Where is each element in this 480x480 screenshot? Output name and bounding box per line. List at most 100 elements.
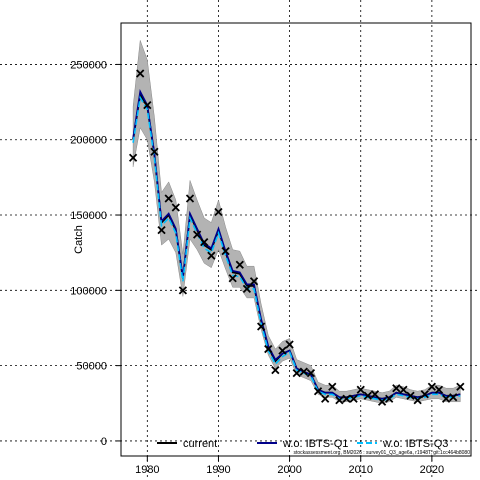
- x-tick-label: 2020: [420, 464, 444, 476]
- y-axis-label: Catch: [73, 225, 85, 254]
- observed-point-stroke: [449, 393, 458, 402]
- observed-point: [185, 194, 195, 203]
- observed-point: [136, 69, 145, 78]
- observed-point-stroke: [178, 286, 188, 295]
- y-tick-label: 100000: [70, 285, 107, 297]
- observed-point: [150, 147, 159, 156]
- y-tick-label: 150000: [70, 210, 107, 222]
- observed-point: [449, 393, 458, 402]
- observed-point-stroke: [427, 382, 437, 391]
- observed-point: [456, 382, 465, 391]
- observed-point-stroke: [406, 391, 415, 400]
- observed-point: [385, 394, 394, 403]
- observed-point-stroke: [292, 369, 301, 378]
- confidence-band: [132, 40, 461, 404]
- observed-point-stroke: [349, 394, 358, 403]
- series-line-w-o-ibts-q3: [132, 95, 461, 402]
- observed-point: [299, 367, 308, 376]
- observed-point-stroke: [413, 396, 422, 405]
- observed-points: [128, 69, 465, 406]
- observed-point: [377, 397, 387, 406]
- observed-point-stroke: [164, 194, 173, 203]
- y-axis: 0 50000 100000 150000 200000 250000: [70, 59, 121, 448]
- observed-point: [406, 391, 415, 400]
- observed-point-stroke: [128, 153, 138, 162]
- observed-point: [128, 153, 138, 162]
- observed-point-stroke: [399, 385, 408, 394]
- observed-point: [164, 194, 173, 203]
- observed-point: [249, 277, 259, 286]
- observed-point-stroke: [441, 394, 451, 403]
- footnote: stockassessment.org, BM2026 : survey01_Q…: [294, 450, 471, 456]
- observed-point: [321, 394, 330, 403]
- observed-point-stroke: [221, 247, 230, 256]
- observed-point: [370, 390, 380, 399]
- x-tick-label: 1990: [206, 464, 230, 476]
- observed-point-stroke: [185, 194, 195, 203]
- observed-point: [306, 369, 316, 378]
- observed-point-stroke: [356, 385, 365, 394]
- observed-point: [228, 274, 237, 283]
- y-tick-label: 50000: [76, 361, 107, 373]
- observed-point-stroke: [306, 369, 316, 378]
- observed-point-stroke: [370, 390, 380, 399]
- x-tick-label: 2000: [277, 464, 301, 476]
- observed-point-stroke: [342, 394, 351, 403]
- observed-point: [413, 396, 422, 405]
- observed-point-stroke: [271, 366, 280, 375]
- observed-point: [242, 284, 252, 293]
- observed-point: [214, 207, 223, 217]
- observed-point-stroke: [392, 384, 401, 393]
- observed-point: [264, 344, 273, 354]
- observed-point-stroke: [278, 346, 287, 355]
- observed-point-stroke: [257, 322, 266, 331]
- x-tick-label: 2010: [348, 464, 372, 476]
- observed-point: [278, 346, 287, 355]
- observed-point-stroke: [363, 391, 372, 400]
- series-line-w-o-ibts-q1: [132, 88, 461, 400]
- observed-point-stroke: [249, 277, 259, 286]
- observed-point-stroke: [228, 274, 237, 283]
- observed-point: [285, 340, 294, 349]
- observed-point-stroke: [377, 397, 387, 406]
- observed-point: [420, 390, 429, 399]
- plot-frame: [120, 22, 472, 457]
- observed-point: [313, 387, 323, 396]
- confidence-band-area: [132, 40, 461, 404]
- observed-point-stroke: [150, 147, 159, 156]
- observed-point-stroke: [285, 340, 294, 349]
- y-tick-label: 200000: [70, 135, 107, 147]
- observed-point: [200, 237, 209, 247]
- y-tick-label: 250000: [70, 59, 107, 71]
- observed-point-stroke: [214, 207, 223, 217]
- observed-point-stroke: [335, 396, 344, 405]
- legend-label: w.o. IBTS-Q3: [382, 438, 448, 450]
- legend: current w.o. IBTS-Q1 w.o. IBTS-Q3: [157, 438, 448, 450]
- observed-point: [392, 384, 401, 393]
- observed-point: [207, 251, 216, 260]
- observed-point: [328, 382, 337, 391]
- observed-point-stroke: [157, 225, 166, 235]
- observed-point: [363, 391, 372, 400]
- y-tick-label: 0: [101, 436, 107, 448]
- observed-point-stroke: [456, 382, 465, 391]
- series-lines: [132, 88, 461, 402]
- observed-point: [171, 203, 180, 212]
- observed-point: [143, 100, 152, 110]
- observed-point-stroke: [207, 251, 216, 260]
- observed-point: [441, 394, 451, 403]
- observed-point-stroke: [385, 394, 394, 403]
- observed-point: [335, 396, 344, 405]
- observed-point-stroke: [434, 385, 444, 394]
- observed-point: [349, 394, 358, 403]
- series-line-current: [132, 91, 461, 400]
- observed-point: [192, 230, 202, 239]
- observed-point: [235, 260, 244, 269]
- observed-point-stroke: [235, 260, 244, 269]
- observed-point-stroke: [313, 387, 323, 396]
- observed-point-stroke: [242, 284, 252, 293]
- observed-point: [221, 247, 230, 256]
- observed-point: [257, 322, 266, 331]
- observed-point: [427, 382, 437, 391]
- observed-point-stroke: [299, 367, 308, 376]
